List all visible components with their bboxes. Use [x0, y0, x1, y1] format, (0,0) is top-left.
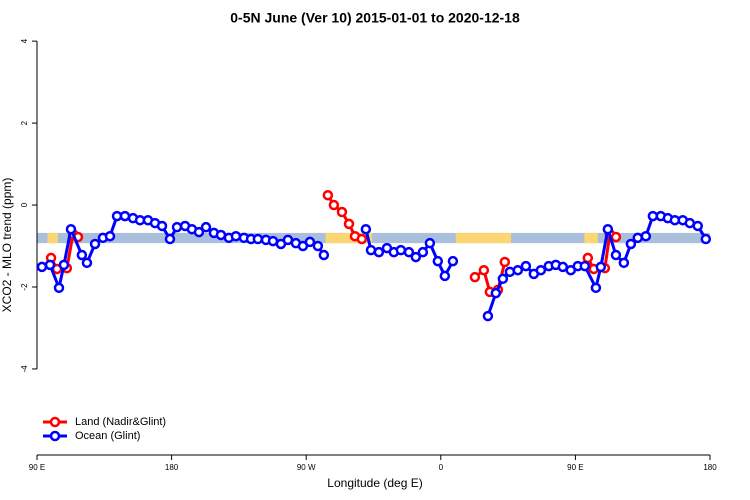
land-band [47, 232, 58, 244]
point [447, 255, 459, 267]
point [640, 230, 652, 242]
point [200, 221, 212, 233]
land-band [455, 232, 512, 244]
point [44, 259, 56, 271]
point [322, 189, 334, 201]
point [343, 218, 355, 230]
legend-marker [49, 430, 61, 442]
point [119, 210, 131, 222]
point [504, 266, 516, 278]
x-tick-label: 90 W [297, 463, 316, 472]
chart-title: 0-5N June (Ver 10) 2015-01-01 to 2020-12… [230, 10, 520, 26]
point [304, 236, 316, 248]
point [590, 282, 602, 294]
point [81, 257, 93, 269]
point [499, 256, 511, 268]
x-tick-label: 90 E [567, 463, 583, 472]
point [439, 270, 451, 282]
point [156, 220, 168, 232]
point [417, 246, 429, 258]
legend-label: Ocean (Glint) [75, 430, 140, 442]
point [76, 249, 88, 261]
point [692, 220, 703, 232]
land-band [584, 232, 598, 244]
point [579, 260, 591, 272]
point [482, 310, 494, 322]
point [53, 282, 65, 294]
y-tick-label: 2 [20, 120, 29, 125]
y-tick-label: -4 [20, 365, 29, 373]
y-tick-label: -2 [20, 283, 29, 291]
point [535, 264, 547, 276]
land-band [325, 232, 373, 244]
point [700, 233, 712, 245]
point [469, 271, 481, 283]
point [58, 259, 70, 271]
point [424, 237, 436, 249]
point [230, 230, 242, 242]
ocean-band [37, 232, 710, 244]
point [478, 264, 490, 276]
point [104, 230, 116, 242]
point [164, 233, 176, 245]
point [318, 249, 330, 261]
point [356, 233, 368, 245]
point [582, 252, 594, 264]
point [171, 221, 183, 233]
point [395, 244, 407, 256]
point [360, 223, 372, 235]
point [490, 287, 502, 299]
point [403, 246, 415, 258]
point [632, 232, 644, 244]
x-tick-label: 90 E [29, 463, 45, 472]
point [328, 199, 340, 211]
point [65, 223, 77, 235]
point [610, 249, 622, 261]
point [595, 261, 607, 273]
point [520, 260, 532, 272]
legend-marker [49, 416, 61, 428]
y-tick-label: 4 [20, 38, 29, 43]
point [373, 246, 385, 258]
point [512, 264, 524, 276]
x-tick-label: 180 [703, 463, 717, 472]
legend-label: Land (Nadir&Glint) [75, 416, 166, 428]
point [312, 240, 324, 252]
y-axis-label: XCO2 - MLO trend (ppm) [0, 178, 14, 313]
point [497, 273, 509, 285]
point [432, 255, 444, 267]
x-axis-label: Longitude (deg E) [327, 476, 422, 490]
x-tick-label: 0 [439, 463, 444, 472]
point [602, 223, 614, 235]
point [410, 251, 422, 263]
x-tick-label: 180 [165, 463, 179, 472]
point [252, 233, 264, 245]
point [618, 257, 630, 269]
point [36, 261, 48, 273]
point [89, 238, 101, 250]
point [610, 231, 622, 243]
point [625, 238, 637, 250]
y-tick-label: 0 [20, 202, 29, 207]
point [193, 226, 205, 238]
point [336, 206, 348, 218]
